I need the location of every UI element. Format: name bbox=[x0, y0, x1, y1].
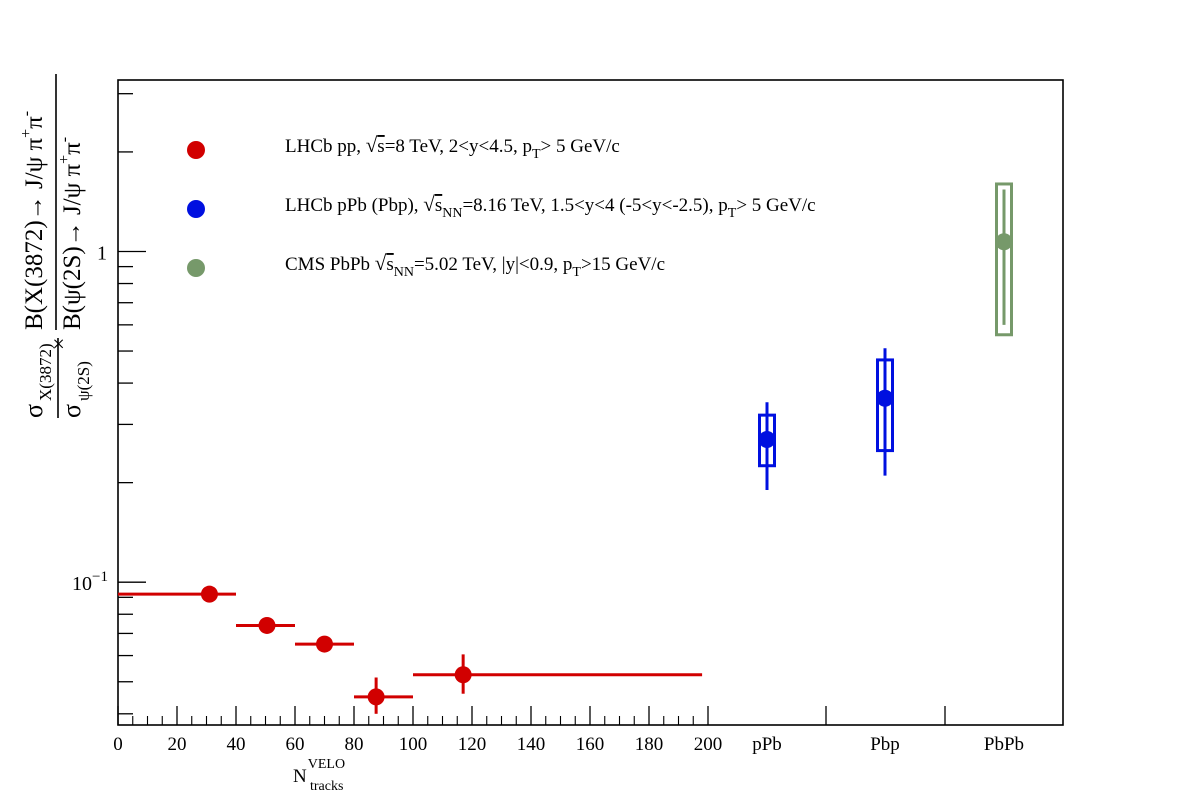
sqrt-body: s bbox=[377, 136, 384, 157]
y-tick-label-base: 10 bbox=[72, 573, 92, 595]
x-axis-title-base: N bbox=[293, 766, 307, 787]
sqrt-body: s bbox=[435, 195, 442, 216]
x-category-label: pPb bbox=[752, 734, 782, 755]
sqrt-sub: NN bbox=[442, 206, 462, 221]
legend-entry: CMS PbPb √sNN=5.02 TeV, |y|<0.9, pT>15 G… bbox=[187, 251, 665, 280]
y-title-sigma-den-sub: ψ(2S) bbox=[74, 361, 93, 401]
series-group bbox=[758, 348, 894, 491]
legend: LHCb pp, √s=8 TeV, 2<y<4.5, pT> 5 GeV/cL… bbox=[187, 133, 816, 280]
x-tick-label: 120 bbox=[458, 734, 487, 755]
data-point bbox=[367, 688, 385, 706]
y-title-sigma-den: σ bbox=[57, 404, 86, 418]
x-category-label: Pbp bbox=[870, 734, 900, 755]
series-group bbox=[118, 585, 703, 714]
x-tick-label: 40 bbox=[227, 734, 246, 755]
x-tick-label: 20 bbox=[168, 734, 187, 755]
y-title-br-den: B(ψ(2S)→ J/ψ π+π- bbox=[56, 137, 86, 330]
x-tick-label: 100 bbox=[399, 734, 428, 755]
legend-marker bbox=[187, 141, 205, 159]
sqrt-sub: NN bbox=[394, 265, 414, 280]
y-title-br-num-pi-plus: + bbox=[18, 129, 35, 138]
y-title-br-den-pi: π bbox=[59, 142, 86, 155]
y-title-br-den-text: B(ψ(2S)→ J/ψ π bbox=[59, 163, 86, 330]
y-tick-label: 1 bbox=[97, 242, 107, 264]
sqrt-symbol: √ bbox=[423, 192, 435, 216]
y-title-br-den-pi-minus: - bbox=[56, 137, 73, 142]
x-tick-label: 0 bbox=[113, 734, 123, 755]
data-point bbox=[316, 635, 333, 653]
axis-ticks bbox=[117, 93, 946, 725]
y-title-br-num-pi-minus: - bbox=[18, 111, 35, 116]
y-axis-title: σ X(3872) σ ψ(2S) × B(X(3872)→ J/ψ π+π- … bbox=[18, 74, 93, 418]
legend-text: > 5 GeV/c bbox=[736, 195, 815, 216]
y-title-sigma-num: σ bbox=[19, 404, 48, 418]
legend-text: >15 GeV/c bbox=[581, 254, 665, 275]
series-group bbox=[995, 182, 1013, 337]
legend-text: LHCb pPb (Pbp), bbox=[285, 195, 423, 216]
legend-text: =8.16 TeV, 1.5<y<4 (-5<y<-2.5), p bbox=[462, 195, 727, 216]
x-axis-title: NVELO bbox=[293, 757, 345, 787]
y-tick-label: 10−1 bbox=[72, 569, 108, 595]
sqrt-body: s bbox=[386, 254, 393, 275]
legend-text: =5.02 TeV, |y|<0.9, p bbox=[414, 254, 572, 275]
data-series bbox=[118, 182, 1013, 714]
y-title-br-num: B(X(3872)→ J/ψ π+π- bbox=[18, 111, 48, 330]
pt-sub: T bbox=[728, 206, 737, 221]
sqrt-symbol: √ bbox=[375, 251, 387, 275]
y-tick-label-exp: −1 bbox=[92, 569, 108, 585]
systematic-box bbox=[995, 182, 1013, 337]
axis-tick-labels: 1 10−1 0 20 40 60 80 100 120 140 160 180 200 pPb Pbp Pb… bbox=[72, 242, 1024, 755]
x-tick-label: 180 bbox=[635, 734, 664, 755]
pt-sub: T bbox=[532, 147, 541, 162]
x-tick-label: 80 bbox=[345, 734, 364, 755]
sqrt-symbol: √ bbox=[366, 133, 378, 157]
legend-label: LHCb pPb (Pbp), √sNN=8.16 TeV, 1.5<y<4 (… bbox=[285, 192, 816, 221]
x-tick-label: 140 bbox=[517, 734, 546, 755]
legend-marker bbox=[187, 200, 205, 218]
legend-label: LHCb pp, √s=8 TeV, 2<y<4.5, pT> 5 GeV/c bbox=[285, 133, 620, 162]
data-point bbox=[876, 389, 894, 407]
legend-entry: LHCb pp, √s=8 TeV, 2<y<4.5, pT> 5 GeV/c bbox=[187, 133, 620, 162]
y-title-br-num-text: B(X(3872)→ J/ψ π bbox=[21, 137, 48, 330]
legend-label: CMS PbPb √sNN=5.02 TeV, |y|<0.9, pT>15 G… bbox=[285, 251, 665, 280]
x-axis-title-sub: tracks bbox=[310, 779, 343, 794]
legend-marker bbox=[187, 259, 205, 277]
legend-text: CMS PbPb bbox=[285, 254, 375, 275]
data-point bbox=[200, 585, 218, 603]
x-tick-label: 200 bbox=[694, 734, 723, 755]
x-tick-label: 160 bbox=[576, 734, 605, 755]
legend-entry: LHCb pPb (Pbp), √sNN=8.16 TeV, 1.5<y<4 (… bbox=[187, 192, 816, 221]
legend-text: > 5 GeV/c bbox=[541, 136, 620, 157]
y-title-times: × bbox=[46, 338, 71, 350]
data-point bbox=[758, 431, 776, 449]
y-title-br-den-pi-plus: + bbox=[56, 155, 73, 164]
x-tick-label: 60 bbox=[286, 734, 305, 755]
legend-text: LHCb pp, bbox=[285, 136, 366, 157]
data-point bbox=[258, 616, 276, 634]
x-category-label: PbPb bbox=[984, 734, 1024, 755]
pt-sub: T bbox=[572, 265, 581, 280]
data-point bbox=[995, 233, 1013, 251]
data-point bbox=[454, 666, 472, 684]
y-title-sigma-num-sub: X(3872) bbox=[36, 343, 55, 401]
legend-text: =8 TeV, 2<y<4.5, p bbox=[385, 136, 532, 157]
y-title-br-num-pi: π bbox=[21, 116, 48, 129]
x-axis-title-sup: VELO bbox=[308, 757, 345, 772]
